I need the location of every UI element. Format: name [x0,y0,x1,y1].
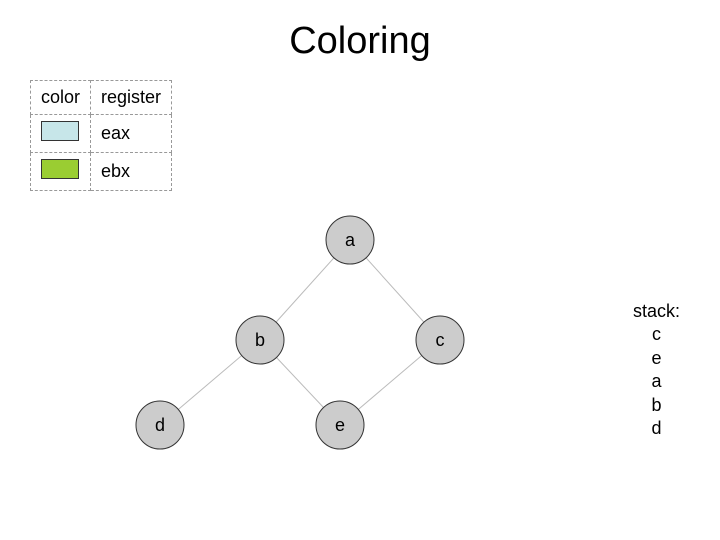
stack-display: stack: c e a b d [633,300,680,440]
stack-item: a [633,370,680,393]
graph-node-label-a: a [345,230,356,250]
legend-header-row: color register [31,81,172,115]
legend-swatch-cell [31,115,91,153]
interference-graph: a b c d e [100,200,530,460]
legend-header-color: color [31,81,91,115]
stack-title: stack: [633,300,680,323]
legend-register-cell: ebx [91,153,172,191]
graph-node-label-e: e [335,415,345,435]
legend-row: eax [31,115,172,153]
graph-node-label-c: c [436,330,445,350]
legend-row: ebx [31,153,172,191]
stack-item: b [633,394,680,417]
page-title: Coloring [0,20,720,63]
swatch-eax [41,121,79,141]
stack-item: d [633,417,680,440]
graph-node-label-b: b [255,330,265,350]
swatch-ebx [41,159,79,179]
legend-table: color register eax ebx [30,80,172,191]
stack-item: e [633,347,680,370]
legend-register-cell: eax [91,115,172,153]
stack-item: c [633,323,680,346]
graph-node-label-d: d [155,415,165,435]
legend-swatch-cell [31,153,91,191]
legend-header-register: register [91,81,172,115]
